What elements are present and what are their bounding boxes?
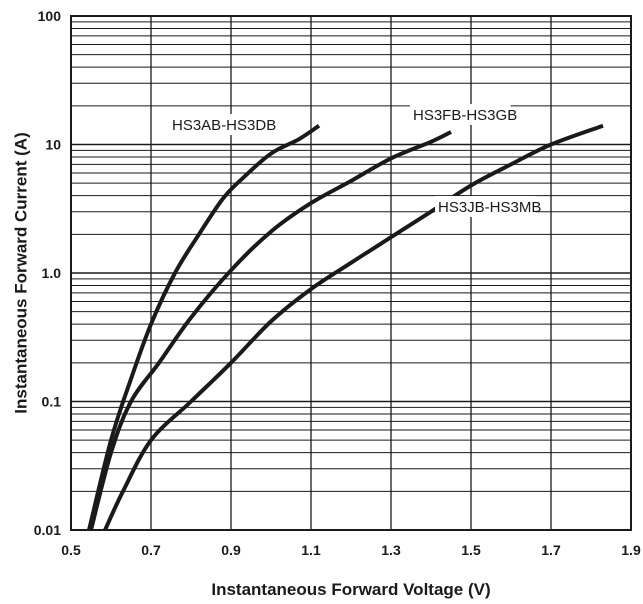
x-tick-label: 1.3 xyxy=(381,542,401,558)
series-label-bg xyxy=(435,196,536,217)
series-labels: HS3AB-HS3DB HS3FB-HS3GB HS3JB-HS3MB xyxy=(169,104,541,217)
x-tick-label: 0.5 xyxy=(61,542,81,558)
y-tick-label: 0.1 xyxy=(42,394,62,410)
series-label: HS3JB-HS3MB xyxy=(438,199,541,216)
x-tick-label: 1.5 xyxy=(461,542,481,558)
x-tick-label: 1.9 xyxy=(621,542,641,558)
x-tick-label: 0.7 xyxy=(141,542,161,558)
series-label-bg xyxy=(169,114,270,135)
x-axis-title: Instantaneous Forward Voltage (V) xyxy=(211,580,490,599)
grid xyxy=(71,16,631,530)
series-line xyxy=(89,130,452,531)
series-line xyxy=(87,124,321,531)
plot-frame xyxy=(70,15,632,531)
series-line xyxy=(103,123,604,531)
series-label: HS3FB-HS3GB xyxy=(413,107,517,124)
x-tick-label: 1.7 xyxy=(541,542,561,558)
y-axis-title: Instantaneous Forward Current (A) xyxy=(11,132,30,413)
x-tick-labels: 0.5 0.7 0.9 1.1 1.3 1.5 1.7 1.9 xyxy=(61,542,641,558)
y-tick-label: 1.0 xyxy=(42,265,62,281)
y-tick-label: 10 xyxy=(45,137,61,153)
curves xyxy=(87,123,604,531)
y-tick-label: 0.01 xyxy=(34,522,61,538)
y-tick-label: 100 xyxy=(38,8,62,24)
series-label: HS3AB-HS3DB xyxy=(172,117,276,134)
x-tick-label: 0.9 xyxy=(221,542,241,558)
y-tick-labels: 0.01 0.1 1.0 10 100 xyxy=(34,8,61,538)
x-tick-label: 1.1 xyxy=(301,542,321,558)
series-label-bg xyxy=(410,104,511,125)
